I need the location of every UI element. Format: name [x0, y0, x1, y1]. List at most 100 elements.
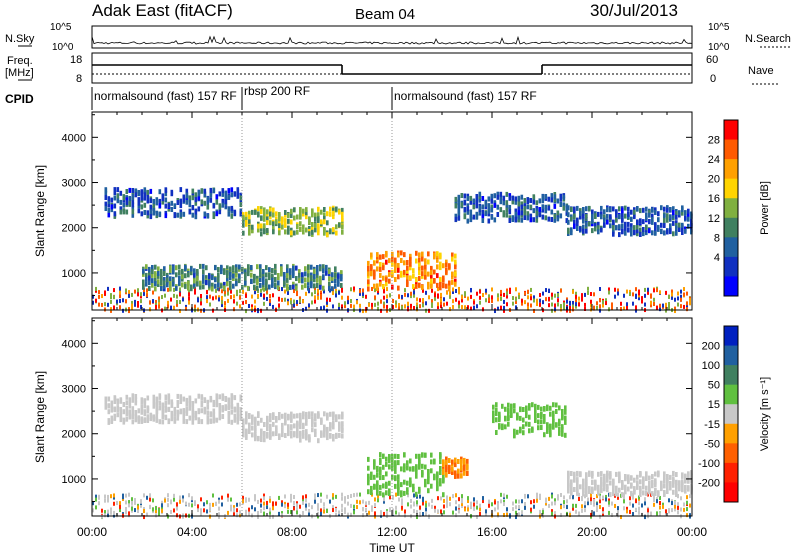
echo-point	[328, 276, 331, 282]
scatter-point	[500, 296, 502, 301]
echo-point	[263, 223, 266, 229]
echo-point	[621, 482, 624, 488]
echo-point	[678, 227, 681, 232]
echo-point	[505, 212, 509, 218]
echo-point	[654, 207, 657, 213]
echo-point	[504, 406, 507, 412]
scatter-point	[107, 286, 109, 291]
echo-point	[451, 274, 454, 280]
echo-point	[600, 481, 603, 487]
echo-point	[308, 226, 311, 231]
scatter-point	[599, 499, 601, 504]
echo-point	[179, 408, 183, 414]
scatter-point	[434, 293, 436, 298]
echo-point	[215, 393, 219, 399]
echo-point	[669, 474, 672, 480]
freq-panel	[91, 52, 693, 84]
scatter-point	[365, 306, 367, 311]
scatter-point	[332, 291, 334, 296]
colorbar-tick-label: 4	[714, 252, 720, 264]
scatter-point	[344, 301, 346, 306]
echo-point	[508, 195, 512, 201]
echo-point	[241, 267, 244, 273]
scatter-point	[356, 300, 358, 305]
echo-point	[182, 194, 186, 200]
scatter-point	[365, 501, 367, 506]
scatter-point	[320, 290, 322, 295]
echo-point	[529, 198, 533, 203]
echo-point	[541, 214, 545, 220]
echo-point	[612, 220, 615, 225]
echo-point	[454, 203, 458, 209]
echo-point	[585, 472, 588, 478]
echo-point	[160, 285, 163, 291]
echo-point	[663, 213, 666, 219]
scatter-point	[455, 288, 457, 293]
echo-point	[265, 272, 268, 278]
echo-point	[609, 492, 612, 498]
scatter-point	[137, 509, 139, 514]
echo-point	[636, 220, 639, 225]
echo-point	[293, 432, 296, 438]
colorbar-swatch	[724, 326, 738, 347]
scatter-point	[317, 493, 319, 498]
echo-point	[466, 458, 469, 464]
y-tick-label: 2000	[62, 429, 86, 441]
echo-point	[332, 207, 335, 213]
echo-point	[600, 214, 603, 220]
echo-point	[308, 217, 311, 222]
scatter-point	[134, 508, 136, 513]
echo-point	[544, 204, 548, 210]
echo-point	[567, 476, 570, 482]
scatter-point	[221, 300, 223, 305]
echo-point	[149, 214, 153, 220]
echo-point	[299, 213, 302, 219]
echo-point	[299, 420, 302, 426]
echo-point	[268, 284, 271, 290]
echo-point	[239, 407, 243, 413]
echo-point	[310, 276, 313, 282]
scatter-point	[509, 287, 511, 292]
scatter-point	[632, 512, 634, 517]
nsky-tick-bottom: 10^0	[52, 42, 74, 53]
echo-point	[323, 215, 326, 221]
echo-point	[582, 218, 585, 224]
echo-point	[217, 275, 220, 281]
echo-point	[624, 474, 627, 480]
y-tick-label: 3000	[62, 384, 86, 396]
scatter-point	[488, 503, 490, 508]
echo-point	[143, 398, 147, 404]
echo-point	[305, 227, 308, 233]
echo-point	[597, 471, 600, 477]
echo-point	[251, 414, 254, 420]
echo-point	[205, 275, 208, 281]
echo-point	[125, 400, 129, 406]
echo-point	[143, 210, 147, 215]
scatter-point	[416, 510, 418, 515]
scatter-point	[539, 496, 541, 501]
echo-point	[104, 201, 108, 207]
colorbar-swatch	[724, 482, 738, 503]
scatter-point	[155, 299, 157, 304]
echo-point	[140, 204, 144, 210]
echo-point	[439, 470, 442, 475]
scatter-point	[539, 493, 541, 498]
scatter-point	[368, 302, 370, 307]
echo-point	[284, 218, 287, 224]
echo-point	[651, 219, 654, 225]
echo-point	[236, 414, 240, 420]
scatter-point	[605, 298, 607, 303]
echo-point	[478, 191, 482, 197]
echo-point	[320, 432, 323, 438]
echo-point	[478, 205, 482, 211]
scatter-point	[92, 508, 94, 513]
echo-point	[490, 198, 494, 204]
echo-point	[576, 490, 579, 496]
echo-point	[248, 429, 251, 434]
scatter-point	[335, 494, 337, 499]
echo-point	[236, 419, 240, 425]
echo-point	[385, 259, 388, 265]
scatter-point	[476, 304, 478, 309]
scatter-point	[323, 289, 325, 294]
echo-point	[226, 271, 229, 277]
